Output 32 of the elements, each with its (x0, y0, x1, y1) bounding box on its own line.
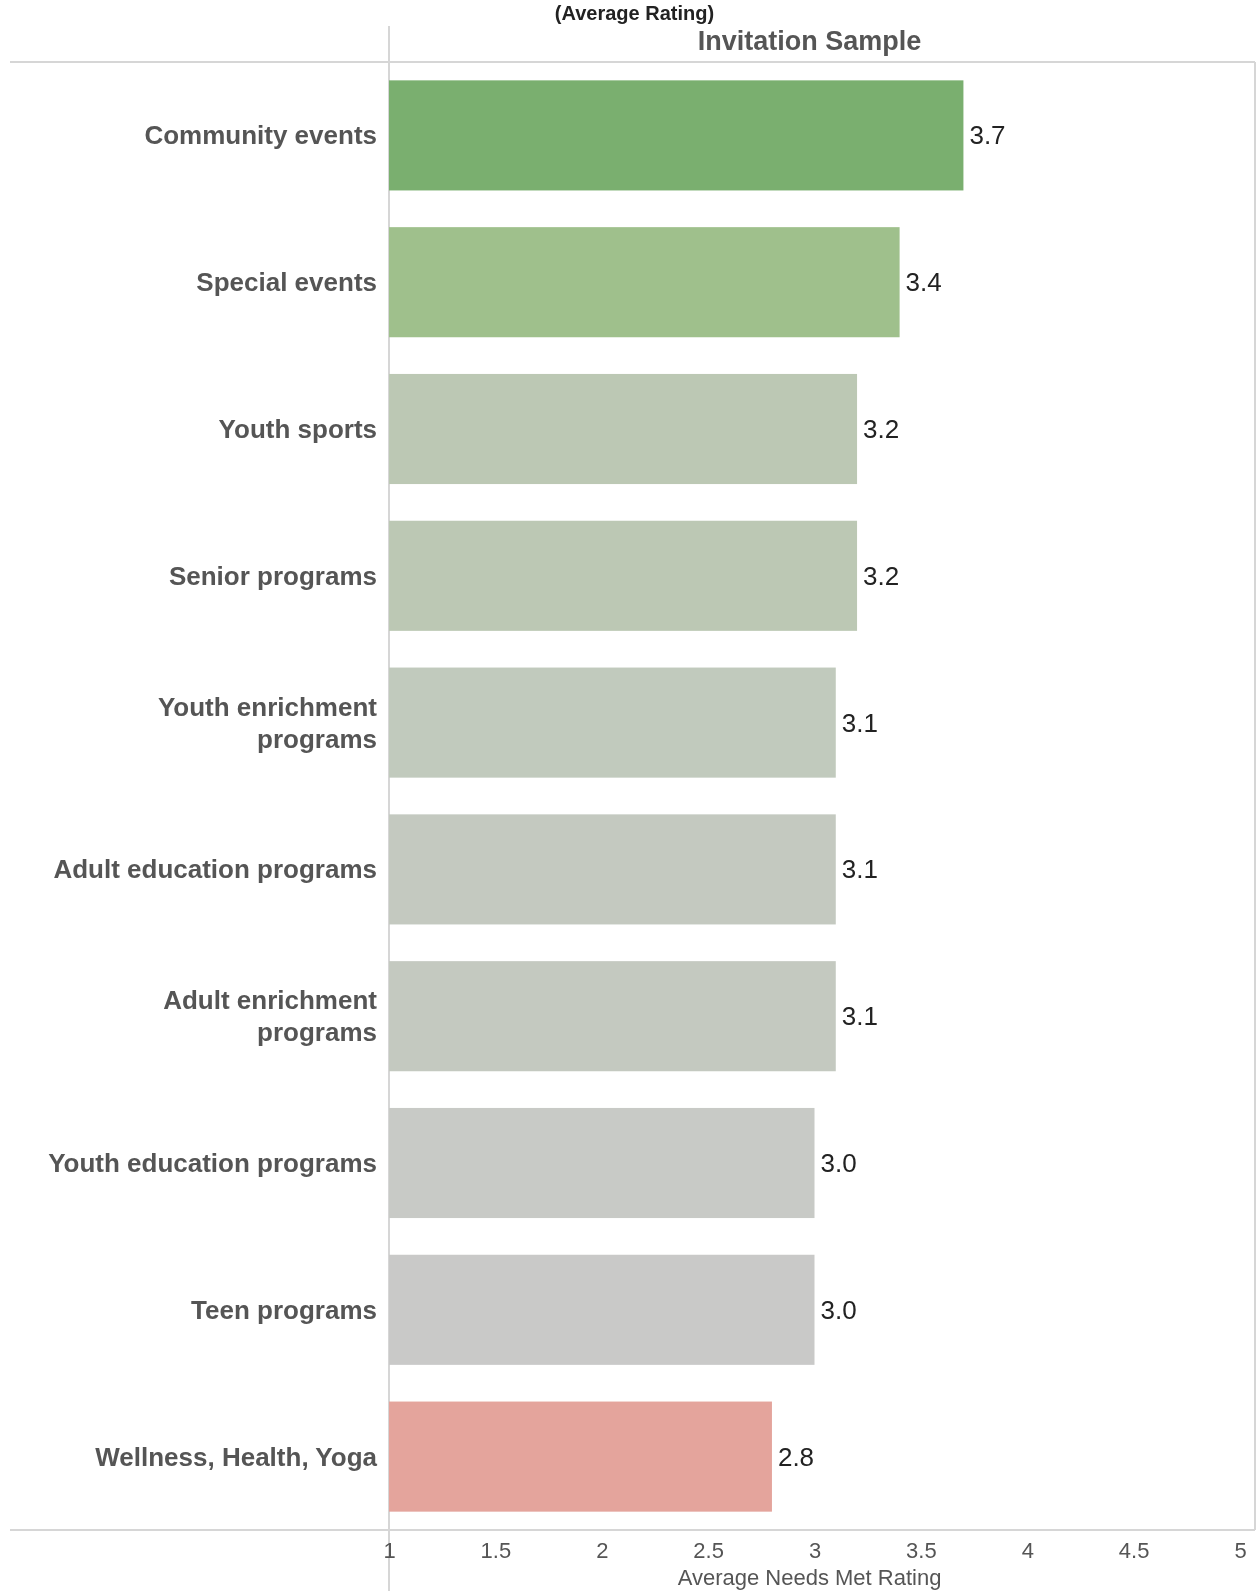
x-tick-label: 3.5 (906, 1537, 937, 1563)
y-tick-label: Youth education programs (48, 1148, 377, 1178)
y-tick-label: Adult education programs (53, 854, 377, 885)
data-label: 2.8 (777, 1441, 815, 1472)
data-label: 3.0 (820, 1294, 857, 1325)
x-tick-label: 3 (808, 1537, 822, 1563)
x-axis-title: Average Needs Met Rating (677, 1565, 942, 1590)
y-tick-label: Teen programs (191, 1294, 377, 1325)
y-tick-label: Youth sports (218, 414, 377, 444)
y-tick-label: Special events (196, 267, 377, 298)
x-tick-label: 1 (383, 1537, 396, 1563)
y-tick-label: Senior programs (168, 560, 377, 591)
data-label: 3.4 (905, 267, 942, 298)
chart-title: (Average Rating) (554, 2, 715, 24)
chart-subtitle: Invitation Sample (697, 26, 922, 56)
data-label: 3.2 (863, 414, 900, 444)
x-tick-label: 4.5 (1118, 1537, 1150, 1563)
y-tick-label: Youth enrichment programs (157, 691, 378, 754)
x-tick-label: 1.5 (480, 1537, 512, 1563)
data-label: 3.1 (841, 1001, 878, 1032)
y-tick-label: Adult enrichment programs (163, 985, 378, 1048)
x-tick-label: 2 (596, 1537, 609, 1563)
data-label: 3.7 (969, 120, 1006, 151)
data-label: 3.1 (841, 854, 878, 885)
x-tick-label: 4 (1021, 1537, 1034, 1563)
y-tick-label: Wellness, Health, Yoga (95, 1441, 378, 1472)
data-label: 3.1 (841, 707, 878, 738)
y-tick-label: Community events (144, 120, 377, 151)
x-tick-label: 2.5 (693, 1537, 724, 1563)
data-label: 3.0 (820, 1148, 857, 1178)
data-label: 3.2 (863, 560, 900, 591)
x-tick-label: 5 (1234, 1537, 1247, 1563)
